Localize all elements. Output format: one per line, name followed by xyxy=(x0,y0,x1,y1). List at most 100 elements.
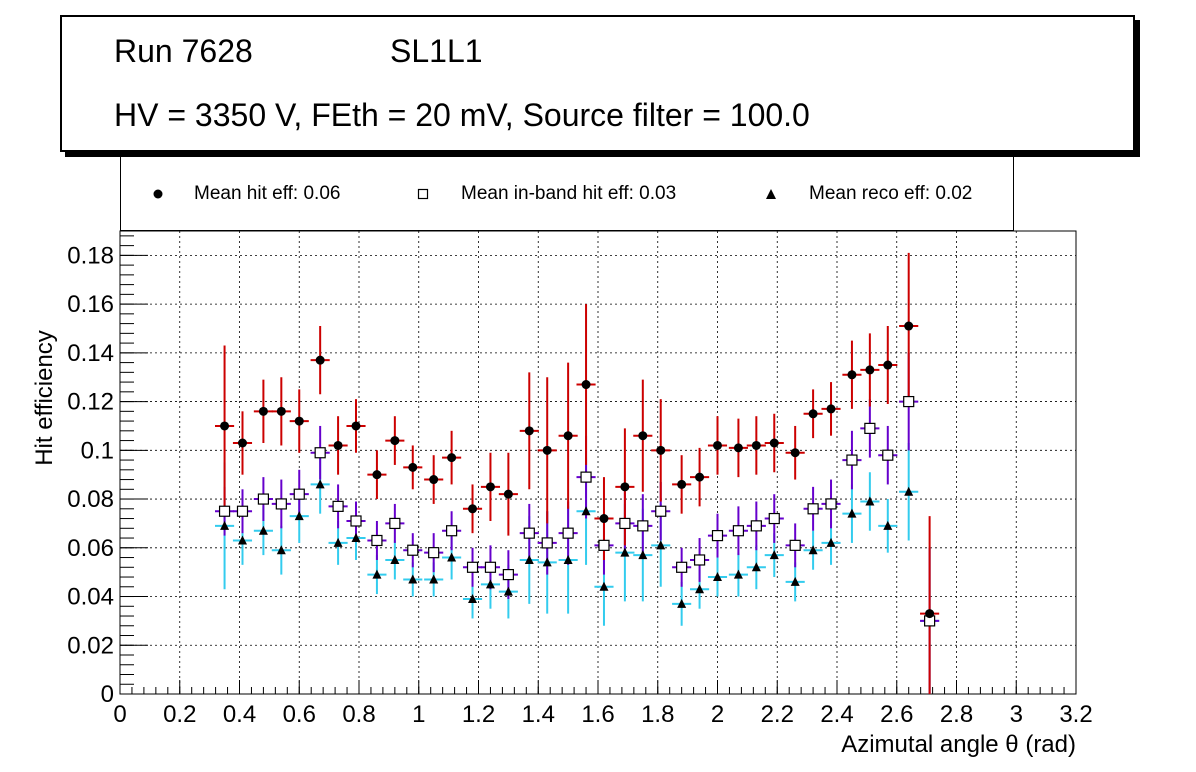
legend-hit-marker-icon xyxy=(153,189,163,199)
reco-point xyxy=(847,508,857,518)
y-tick-label: 0.1 xyxy=(81,437,114,464)
inband-point xyxy=(562,527,574,539)
reco-point xyxy=(485,579,495,589)
x-tick-label: 2.2 xyxy=(761,701,794,728)
hit-point xyxy=(524,426,534,436)
y-tick-label: 0.06 xyxy=(67,535,114,562)
legend-reco-marker-icon xyxy=(766,189,776,199)
reco-point xyxy=(351,533,361,543)
y-tick-label: 0.14 xyxy=(67,340,114,367)
x-tick-label: 1.6 xyxy=(581,701,614,728)
reco-point xyxy=(524,554,534,564)
legend-inband-marker-icon xyxy=(417,188,429,200)
reco-point xyxy=(599,581,609,591)
inband-point xyxy=(275,498,287,510)
layer-label: SL1L1 xyxy=(390,33,483,69)
inband-point xyxy=(446,525,458,537)
inband-point xyxy=(389,517,401,530)
hit-point xyxy=(769,438,779,448)
hit-point xyxy=(372,470,382,480)
hit-point xyxy=(542,445,552,455)
inband-point xyxy=(218,505,231,517)
x-tick-label: 2.6 xyxy=(880,701,913,728)
hit-point xyxy=(276,406,286,416)
x-tick-label: 1 xyxy=(412,701,425,728)
hit-point xyxy=(408,462,418,472)
y-tick-label: 0.04 xyxy=(67,584,114,611)
reco-point xyxy=(769,550,779,560)
y-tick-label: 0 xyxy=(101,681,114,708)
x-tick-label: 3 xyxy=(1010,701,1023,728)
inband-point xyxy=(541,537,553,549)
inband-point xyxy=(502,568,514,581)
inband-point xyxy=(314,447,326,459)
reco-point xyxy=(315,479,325,489)
hit-point xyxy=(429,475,439,485)
y-axis-label: Hit efficiency xyxy=(31,330,58,466)
hit-point xyxy=(315,355,325,365)
x-tick-label: 0.2 xyxy=(163,701,196,728)
hit-point xyxy=(656,445,666,455)
inband-point xyxy=(807,503,819,515)
y-tick-label: 0.02 xyxy=(67,632,114,659)
reco-point xyxy=(563,554,573,564)
x-tick-label: 0.8 xyxy=(342,701,375,728)
x-tick-label: 1.4 xyxy=(522,701,555,728)
reco-point xyxy=(468,593,478,603)
inband-point xyxy=(789,539,801,551)
y-tick-label: 0.18 xyxy=(67,242,114,269)
inband-point xyxy=(637,520,649,532)
x-tick-label: 0 xyxy=(113,701,126,728)
data-markers xyxy=(218,321,936,627)
inband-point xyxy=(768,512,780,525)
inband-point xyxy=(484,561,497,573)
hit-point xyxy=(503,489,513,499)
hit-point xyxy=(351,421,361,431)
inband-point xyxy=(257,493,269,505)
hit-point xyxy=(581,380,591,390)
hit-point xyxy=(485,482,495,492)
reco-point xyxy=(294,511,304,521)
reco-point xyxy=(542,557,552,567)
reco-point xyxy=(713,572,722,582)
inband-point xyxy=(598,539,610,551)
inband-point xyxy=(428,547,440,559)
reco-point xyxy=(581,506,591,516)
hit-point xyxy=(294,416,304,426)
hit-point xyxy=(333,440,343,450)
inband-point xyxy=(466,561,479,573)
y-tick-label: 0.12 xyxy=(67,389,114,416)
hit-point xyxy=(468,504,478,514)
hit-point xyxy=(865,365,875,375)
inband-point xyxy=(655,505,667,517)
x-tick-label: 3.2 xyxy=(1059,701,1092,728)
inband-point xyxy=(864,422,876,434)
x-tick-label: 0.6 xyxy=(283,701,316,728)
hit-point xyxy=(390,436,400,446)
hit-point xyxy=(695,472,705,482)
inband-point xyxy=(825,498,837,510)
hit-point xyxy=(713,440,722,450)
reco-point xyxy=(237,535,247,545)
reco-point xyxy=(503,586,513,596)
legend-inband-label: Mean in-band hit eff: 0.03 xyxy=(461,183,677,204)
reco-point xyxy=(677,598,687,608)
reco-point xyxy=(408,574,418,584)
reco-point xyxy=(447,552,457,562)
inband-point xyxy=(371,534,383,547)
hit-point xyxy=(883,360,893,370)
reco-point xyxy=(656,540,666,550)
hit-point xyxy=(790,448,800,458)
reco-point xyxy=(733,569,743,579)
hit-point xyxy=(447,453,457,463)
x-tick-label: 2.8 xyxy=(940,701,973,728)
x-tick-label: 2 xyxy=(711,701,724,728)
x-tick-label: 0.4 xyxy=(223,701,256,728)
hit-point xyxy=(826,404,836,414)
inband-point xyxy=(350,515,362,527)
hit-point xyxy=(808,409,818,419)
reco-point xyxy=(826,537,836,547)
reco-point xyxy=(258,525,268,535)
hit-point xyxy=(237,438,247,448)
